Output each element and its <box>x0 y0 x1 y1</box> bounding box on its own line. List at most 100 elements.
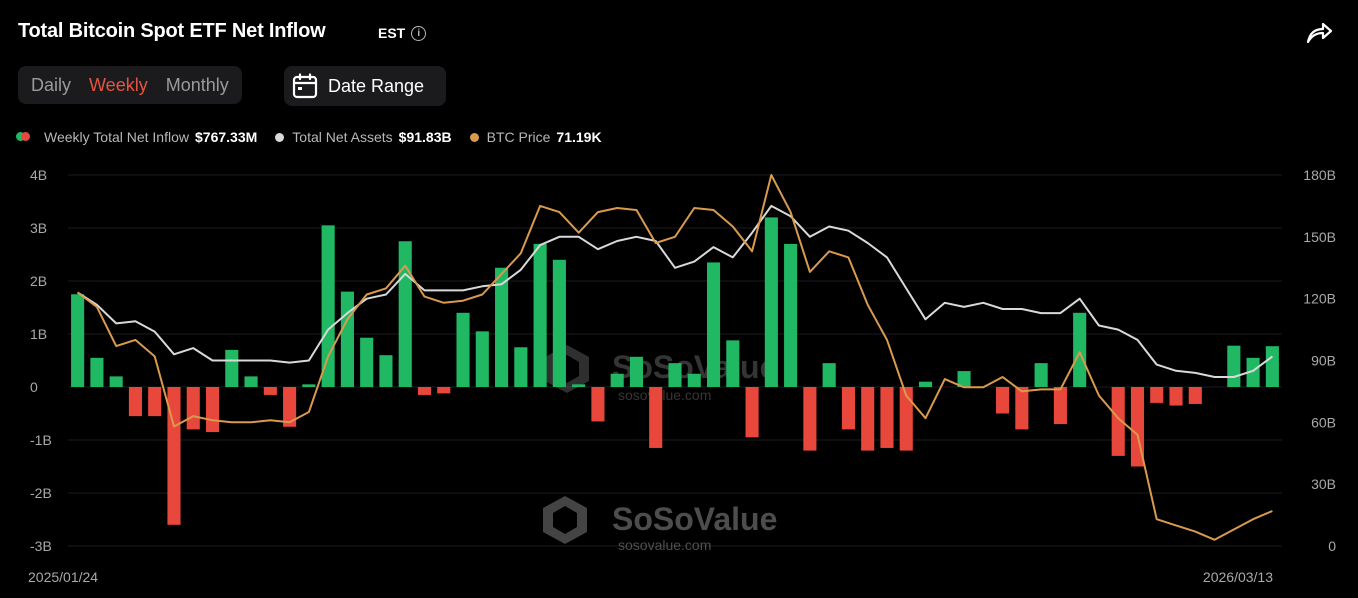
btc-price-line <box>77 174 1273 541</box>
inflow-bar[interactable] <box>456 312 470 387</box>
inflow-bar[interactable] <box>167 387 181 525</box>
x-axis-end-label: 2026/03/13 <box>1203 569 1273 585</box>
inflow-bar[interactable] <box>340 291 354 387</box>
inflow-chart[interactable]: SoSoValue sosovalue.com SoSoValue sosova… <box>0 160 1358 598</box>
inflow-bar[interactable] <box>1188 387 1202 404</box>
inflow-bars <box>71 217 1279 525</box>
watermark-site: sosovalue.com <box>618 537 711 553</box>
inflow-bar[interactable] <box>726 340 740 387</box>
inflow-bar[interactable] <box>205 387 220 433</box>
inflow-bar[interactable] <box>321 225 335 387</box>
inflow-bar[interactable] <box>1053 387 1067 425</box>
inflow-bar[interactable] <box>1227 345 1241 387</box>
inflow-bar[interactable] <box>764 217 778 387</box>
inflow-bar[interactable] <box>148 387 162 417</box>
inflow-bar[interactable] <box>71 294 85 387</box>
inflow-legend-label: Weekly Total Net Inflow <box>44 129 189 145</box>
inflow-bar[interactable] <box>533 243 547 387</box>
inflow-bar[interactable] <box>706 262 721 387</box>
inflow-bar[interactable] <box>861 387 875 451</box>
right-axis-tick: 60B <box>1311 414 1336 430</box>
inflow-bar[interactable] <box>841 387 855 430</box>
share-icon[interactable] <box>1304 20 1334 48</box>
inflow-bar[interactable] <box>1169 387 1183 406</box>
grid-lines <box>68 174 1282 547</box>
inflow-bar[interactable] <box>263 387 277 395</box>
assets-legend-value: $91.83B <box>398 129 452 145</box>
inflow-bar[interactable] <box>379 355 393 387</box>
right-axis-tick: 120B <box>1303 291 1336 307</box>
timezone-selector[interactable]: EST i <box>378 25 427 41</box>
inflow-bar[interactable] <box>668 363 682 387</box>
inflow-bar[interactable] <box>1265 346 1279 387</box>
inflow-bar[interactable] <box>283 387 297 427</box>
total-net-assets-line <box>77 204 1273 378</box>
assets-legend-icon <box>275 132 285 142</box>
inflow-bar[interactable] <box>918 381 933 387</box>
inflow-bar[interactable] <box>1150 387 1164 403</box>
inflow-bar[interactable] <box>225 349 239 387</box>
inflow-bar[interactable] <box>90 357 104 387</box>
inflow-bar[interactable] <box>572 384 586 387</box>
price-legend-label: BTC Price <box>486 129 551 145</box>
inflow-bar[interactable] <box>302 384 316 387</box>
inflow-bar[interactable] <box>957 371 971 387</box>
inflow-bar[interactable] <box>495 267 509 387</box>
left-axis-tick: 2B <box>30 273 47 289</box>
inflow-bar[interactable] <box>591 387 605 422</box>
left-axis-tick: 1B <box>30 326 47 342</box>
left-axis-tick: 0 <box>30 379 38 395</box>
inflow-bar[interactable] <box>186 387 200 430</box>
inflow-bar[interactable] <box>1111 387 1125 456</box>
date-range-label: Date Range <box>328 75 425 96</box>
inflow-bar[interactable] <box>649 387 663 448</box>
right-axis-tick: 0 <box>1328 538 1336 554</box>
inflow-bar[interactable] <box>128 387 142 417</box>
inflow-bar[interactable] <box>629 356 644 387</box>
date-range-button[interactable]: Date Range <box>284 66 446 106</box>
x-axis-start-label: 2025/01/24 <box>28 569 98 585</box>
left-axis-tick: -3B <box>30 538 52 554</box>
inflow-bar[interactable] <box>803 387 817 451</box>
inflow-legend-value: $767.33M <box>195 129 258 145</box>
inflow-bar[interactable] <box>687 373 701 387</box>
left-axis-tick: 3B <box>30 220 47 236</box>
timezone-label: EST <box>378 25 406 41</box>
legend: Weekly Total Net Inflow $767.33M Total N… <box>16 129 602 145</box>
tab-daily[interactable]: Daily <box>31 74 72 95</box>
watermark-logo-icon <box>543 496 587 544</box>
inflow-bar[interactable] <box>880 387 894 448</box>
inflow-bar[interactable] <box>360 337 374 387</box>
inflow-bar[interactable] <box>1034 363 1048 387</box>
right-axis-tick: 180B <box>1303 167 1336 183</box>
right-axis-tick: 90B <box>1311 353 1336 369</box>
calendar-icon <box>292 73 318 99</box>
inflow-bar[interactable] <box>244 376 258 387</box>
inflow-bar[interactable] <box>610 373 624 387</box>
right-axis-tick: 30B <box>1311 476 1336 492</box>
inflow-bar[interactable] <box>996 387 1010 414</box>
interval-tabs: Daily Weekly Monthly <box>18 66 242 104</box>
inflow-bar[interactable] <box>784 243 798 387</box>
inflow-bar[interactable] <box>437 387 451 394</box>
inflow-bar[interactable] <box>514 347 528 387</box>
inflow-bar[interactable] <box>552 259 566 387</box>
inflow-bar[interactable] <box>398 241 412 387</box>
inflow-legend-icon <box>16 132 30 142</box>
inflow-bar[interactable] <box>1015 387 1029 430</box>
series-lines <box>77 174 1273 541</box>
inflow-bar[interactable] <box>417 387 432 395</box>
axes: 4B 3B 2B 1B 0 -1B -2B -3B 180B 150B 120B 90B 60B 30B 0… <box>28 167 1336 585</box>
inflow-bar[interactable] <box>899 387 913 451</box>
left-axis-tick: 4B <box>30 167 47 183</box>
inflow-bar[interactable] <box>745 387 759 438</box>
inflow-bar[interactable] <box>822 363 836 387</box>
inflow-bar[interactable] <box>1073 312 1087 387</box>
tab-monthly[interactable]: Monthly <box>165 74 229 95</box>
inflow-bar[interactable] <box>109 376 123 387</box>
tab-weekly[interactable]: Weekly <box>89 74 148 95</box>
inflow-bar[interactable] <box>1246 357 1260 387</box>
info-icon[interactable]: i <box>411 25 427 41</box>
inflow-bar[interactable] <box>475 331 489 387</box>
watermark-brand: SoSoValue <box>612 501 777 537</box>
